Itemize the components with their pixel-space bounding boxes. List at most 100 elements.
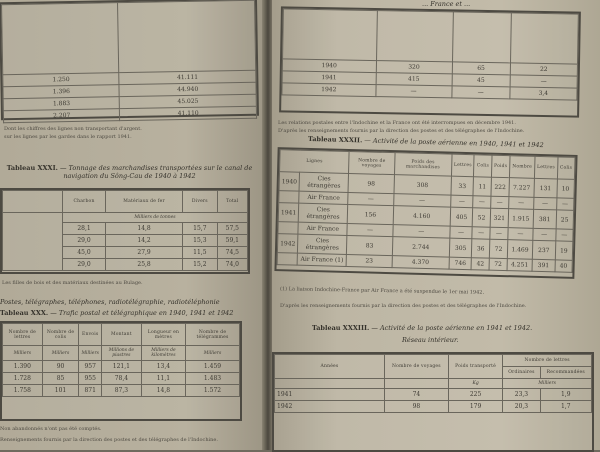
col-header: Envois (78, 323, 102, 346)
cell: — (556, 197, 574, 211)
cell: 222 (490, 177, 510, 197)
footnote: Les relations postales entre l'Indochine… (278, 120, 516, 126)
cell: Kg (447, 378, 504, 389)
cell: 74 (384, 388, 449, 401)
cell: 1942 (277, 233, 299, 254)
col-header: Nombre de voyages (348, 151, 395, 175)
cell: 1.459 (185, 360, 240, 373)
table-row: 1941 74 225 23,3 1,9 (274, 388, 593, 401)
col-header: Recommandées (539, 366, 593, 379)
right-page: ... France et ... 1940 320 65 22 1941 415 45—… (272, 0, 600, 452)
table-row: 1.390 90 957 121,1 13,4 1.459 (2, 360, 240, 373)
col-header: Montant (100, 323, 142, 346)
cell: 29,0 (61, 234, 107, 247)
cell: 65 (451, 61, 511, 75)
table-33-caption: Tableau XXXIII. — Activité de la poste a… (312, 324, 533, 332)
cell (277, 252, 298, 266)
table-row: 29,0 25,8 15,2 74,0 (3, 258, 249, 271)
cell: 19 (554, 240, 573, 261)
top-table-caption: ... France et ... (422, 0, 471, 8)
cell: 2.744 (392, 236, 450, 258)
data-table: Lignes Nombre de voyages Poids des marchan… (277, 149, 576, 273)
cell: 1.469 (507, 239, 533, 260)
col-header: Charbon (61, 190, 107, 213)
data-table: 1.250 41.111 1.396 44.940 1.883 45.025 2.20… (1, 0, 257, 123)
postal-table-caption: Tableau XXX. — Trafic postal et télégrap… (0, 309, 234, 317)
cell: 27,9 (105, 246, 184, 259)
cell: 1941 (278, 202, 299, 223)
cell: 72 (489, 239, 508, 259)
cell (277, 221, 299, 235)
cell: 98 (384, 400, 449, 413)
cell: 14,2 (105, 234, 184, 247)
table-33: Années Nombre de voyages Poids transporté N… (272, 352, 594, 452)
cell: 72 (488, 258, 508, 271)
col-header: Matériaux de fer (105, 190, 184, 213)
col-header: Nombre (509, 155, 535, 179)
col-header (1, 2, 120, 75)
cell: — (507, 227, 533, 241)
cell: Cies étrangères (298, 203, 348, 224)
group-header: Nombre de lettres (502, 354, 592, 367)
cell: 1940 (279, 171, 300, 192)
table-32-caption: Tableau XXXII. — Activité de la poste aé… (307, 134, 544, 150)
table-row: 1.758 101 871 87,3 14,8 1.572 (2, 384, 240, 397)
cell: 74,5 (216, 246, 249, 259)
cell: 381 (532, 209, 557, 229)
cell: 957 (78, 360, 102, 373)
table-row: 28,1 14,8 15,7 57,5 (3, 222, 249, 235)
cell (2, 212, 63, 271)
footnote: D'après les renseignements fournis par l… (280, 303, 527, 309)
col-header: Longueur en mètres (140, 323, 187, 346)
cell: 391 (531, 259, 555, 272)
cell: 1942 (281, 82, 376, 97)
cell: 121,1 (100, 360, 142, 373)
cell: 52 (472, 207, 491, 228)
cell: 25,8 (105, 258, 184, 271)
col-header: Colis (557, 156, 576, 180)
table-row: 1942 98 179 20,3 1,7 (274, 400, 593, 413)
col-header: Total (216, 190, 249, 213)
cell: — (375, 84, 452, 98)
data-table: 1940 320 65 22 1941 415 45— 1942— —3,4 (281, 8, 579, 101)
cell: 11,5 (182, 246, 218, 259)
cell: 4.160 (392, 205, 451, 227)
cell: — (533, 197, 557, 210)
col-header (510, 12, 579, 65)
cell: — (555, 228, 574, 242)
data-table: Charbon Matériaux de fer Divers Total Mi… (2, 190, 249, 271)
cell: 10 (556, 178, 575, 199)
col-header: Lettres (534, 156, 558, 179)
top-left-table: 1.250 41.111 1.396 44.940 1.883 45.025 2.20… (0, 0, 260, 123)
cell: 405 (449, 207, 474, 227)
cell: Milliers (2, 345, 43, 361)
cell: 4.370 (391, 255, 450, 270)
cell: 41.110 (119, 106, 257, 121)
table-row: Milliers de tonnes (2, 212, 248, 271)
cell: 23 (346, 254, 393, 268)
cell: 15,7 (182, 222, 218, 235)
cell: — (473, 195, 491, 209)
table-row: Milliers Milliers Milliers Millions de pias… (2, 345, 240, 361)
cell: 45 (451, 73, 511, 87)
cell: 42 (471, 257, 490, 271)
col-header: Nombre de lettres (2, 323, 43, 346)
col-header: Années (274, 354, 385, 379)
col-header: Ordinaires (502, 366, 541, 379)
cell: 225 (447, 388, 504, 401)
cell: Milliers (41, 345, 80, 361)
cell: 15,2 (182, 258, 218, 271)
top-right-table: 1940 320 65 22 1941 415 45— 1942— —3,4 (279, 6, 581, 118)
col-header (282, 8, 377, 61)
cell: 87,3 (100, 384, 142, 397)
col-header: Colis (473, 154, 492, 178)
col-header (452, 11, 512, 63)
cell: 4.251 (507, 258, 533, 272)
footnote: Renseignements fournis par la direction … (0, 437, 218, 443)
cell: 59,1 (216, 234, 249, 247)
table-33-subcaption: Réseau intérieur. (402, 336, 459, 344)
cell: 871 (78, 384, 102, 397)
cell: 29,0 (61, 258, 107, 271)
footnote: D'après les renseignements fournis par l… (278, 128, 525, 134)
cell: 36 (471, 238, 490, 259)
